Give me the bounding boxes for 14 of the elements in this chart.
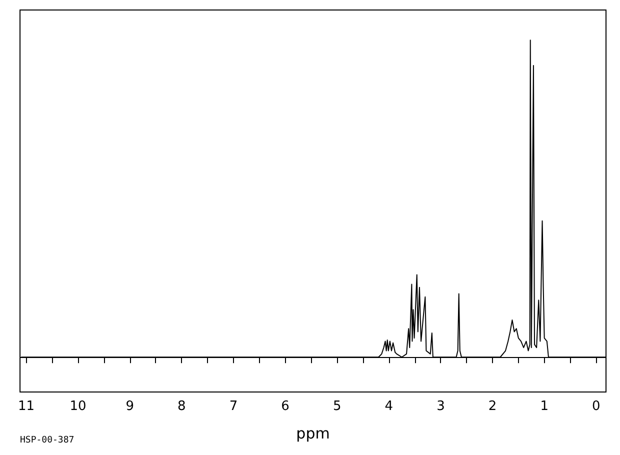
x-axis-title: ppm bbox=[296, 424, 330, 442]
x-tick-label: 3 bbox=[436, 399, 445, 414]
x-tick-label: 11 bbox=[18, 399, 34, 414]
x-tick-label: 10 bbox=[70, 399, 86, 414]
x-tick-label: 2 bbox=[488, 399, 497, 414]
x-tick-label: 8 bbox=[178, 399, 186, 414]
text: HSP-00-387 bbox=[20, 436, 74, 446]
x-tick-label: 5 bbox=[332, 399, 342, 414]
x-tick-label: 7 bbox=[229, 399, 238, 414]
x-tick-label: 9 bbox=[126, 399, 134, 414]
x-tick-label: 1 bbox=[540, 399, 548, 414]
x-tick-label: 4 bbox=[384, 399, 394, 414]
x-tick-label: 0 bbox=[592, 399, 600, 414]
x-tick-label: 6 bbox=[281, 399, 290, 414]
